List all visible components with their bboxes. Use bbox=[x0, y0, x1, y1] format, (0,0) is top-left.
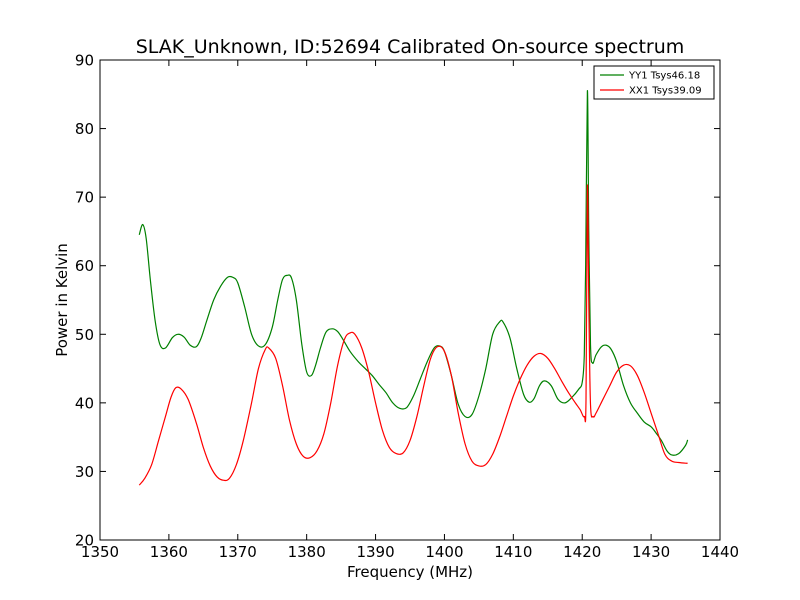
x-tick-label: 1360 bbox=[150, 543, 188, 561]
plot-area-frame bbox=[99, 59, 721, 541]
y-axis: 20 30 40 50 60 70 80 90 bbox=[75, 52, 720, 550]
chart-title: SLAK_Unknown, ID:52694 Calibrated On-sou… bbox=[136, 36, 685, 58]
x-tick-label: 1380 bbox=[288, 543, 326, 561]
x-tick-label: 1400 bbox=[425, 543, 463, 561]
x-tick-label: 1430 bbox=[632, 543, 670, 561]
y-tick-label: 30 bbox=[75, 463, 94, 481]
series-line-xx1 bbox=[138, 184, 688, 486]
x-tick-label: 1410 bbox=[494, 543, 532, 561]
x-tick-label: 1440 bbox=[701, 543, 739, 561]
y-axis-label: Power in Kelvin bbox=[53, 243, 71, 357]
y-tick-label: 70 bbox=[75, 189, 94, 207]
y-tick-label: 90 bbox=[75, 52, 94, 70]
legend: YY1 Tsys46.18 XX1 Tsys39.09 bbox=[593, 65, 715, 100]
series-lines bbox=[138, 90, 689, 486]
y-tick-label: 50 bbox=[75, 326, 94, 344]
x-axis-label: Frequency (MHz) bbox=[347, 563, 473, 581]
x-tick-label: 1370 bbox=[219, 543, 257, 561]
series-line-yy1 bbox=[138, 90, 689, 456]
y-tick-label: 80 bbox=[75, 120, 94, 138]
legend-label-xx1: XX1 Tsys39.09 bbox=[629, 86, 702, 97]
y-tick-label: 20 bbox=[75, 532, 94, 550]
y-tick-label: 60 bbox=[75, 257, 94, 275]
x-tick-label: 1420 bbox=[563, 543, 601, 561]
x-tick-label: 1390 bbox=[356, 543, 394, 561]
x-axis: 1350 1360 1370 1380 1390 1400 1410 1420 1430 1440 bbox=[81, 60, 739, 561]
x-tick-label: 1350 bbox=[81, 543, 119, 561]
legend-frame bbox=[593, 65, 715, 100]
y-tick-label: 40 bbox=[75, 394, 94, 412]
legend-label-yy1: YY1 Tsys46.18 bbox=[628, 71, 700, 82]
